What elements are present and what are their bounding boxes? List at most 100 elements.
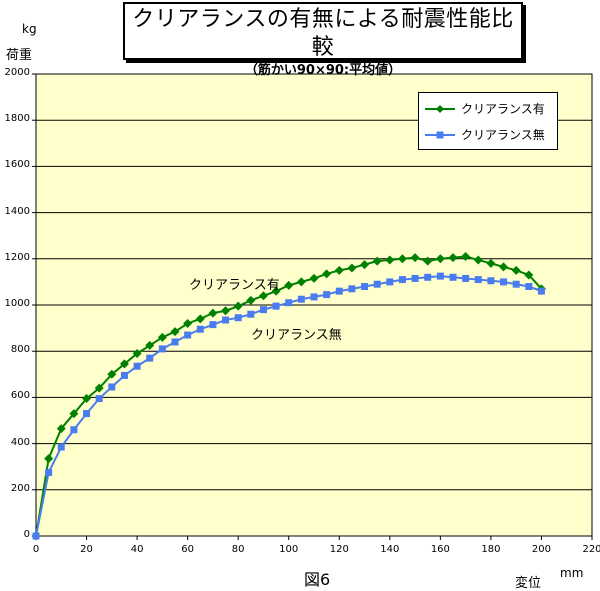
data-point-square <box>335 287 343 295</box>
data-point-square <box>171 338 179 346</box>
annotation-without-clearance: クリアランス無 <box>251 328 342 343</box>
data-point-square <box>158 345 166 353</box>
data-point-square <box>133 362 141 370</box>
data-point-diamond <box>322 269 332 279</box>
data-point-diamond <box>360 260 370 270</box>
data-point-diamond <box>309 273 319 283</box>
data-point-diamond <box>486 258 496 268</box>
legend-label-without-clearance: クリアランス無 <box>461 128 545 142</box>
data-point-diamond <box>157 332 167 342</box>
data-point-diamond <box>284 280 294 290</box>
data-point-diamond <box>208 308 218 318</box>
y-tick-label: 1000 <box>4 298 30 309</box>
data-point-diamond <box>170 327 180 337</box>
chart-subtitle: （筋かい90×90:平均値） <box>244 63 402 78</box>
data-point-diamond <box>435 254 445 264</box>
data-point-square <box>222 316 230 324</box>
x-tick-label: 60 <box>181 544 194 555</box>
data-point-diamond <box>423 256 433 266</box>
data-point-diamond <box>69 409 79 419</box>
y-tick-label: 400 <box>10 436 30 448</box>
data-point-square <box>209 321 217 329</box>
data-point-diamond <box>94 383 104 393</box>
data-point-square <box>70 426 78 434</box>
y-tick-label: 1400 <box>4 205 30 217</box>
data-point-square <box>398 276 406 284</box>
data-point-square <box>146 354 154 362</box>
legend-label-with-clearance: クリアランス有 <box>461 102 545 116</box>
data-point-diamond <box>195 314 205 324</box>
data-point-diamond <box>258 291 268 301</box>
data-point-square <box>95 395 103 403</box>
y-tick-label: 1800 <box>4 113 30 125</box>
data-point-square <box>525 283 533 291</box>
x-tick-label: 160 <box>430 544 450 555</box>
x-tick-label: 220 <box>582 544 600 555</box>
legend: クリアランス有 クリアランス無 <box>418 92 558 150</box>
x-unit-label: mm <box>560 566 584 580</box>
data-point-square <box>386 278 394 286</box>
data-point-diamond <box>132 349 142 359</box>
data-point-diamond <box>448 253 458 263</box>
x-tick-label: 140 <box>380 544 400 555</box>
data-point-square <box>196 325 204 333</box>
data-point-diamond <box>233 301 243 311</box>
data-point-square <box>184 331 192 339</box>
data-point-diamond <box>410 253 420 263</box>
legend-swatch-green <box>425 105 455 113</box>
data-point-square <box>500 278 508 286</box>
data-point-square <box>323 291 331 299</box>
chart-title: クリアランスの有無による耐震性能比較 <box>132 7 514 60</box>
y-tick-label: 1600 <box>4 159 30 171</box>
data-point-diamond <box>372 256 382 266</box>
data-point-square <box>57 443 65 451</box>
y-tick-label: 1200 <box>4 251 30 263</box>
x-tick-label: 40 <box>130 544 144 555</box>
x-tick-label: 100 <box>279 544 299 555</box>
data-point-square <box>285 299 293 307</box>
y-tick-label: 200 <box>10 482 30 494</box>
x-tick-label: 200 <box>531 544 551 555</box>
data-point-square <box>411 274 419 282</box>
data-point-diamond <box>511 265 521 275</box>
data-point-square <box>272 302 280 310</box>
data-point-diamond <box>347 263 357 273</box>
data-point-diamond <box>397 254 407 264</box>
y-unit-label: kg <box>22 22 37 36</box>
y-tick-label: 800 <box>10 344 30 356</box>
data-point-square <box>512 280 520 288</box>
x-tick-label: 80 <box>231 544 245 555</box>
data-point-diamond <box>246 295 256 305</box>
data-point-square <box>120 371 128 379</box>
data-point-diamond <box>82 394 92 404</box>
data-point-diamond <box>461 251 471 261</box>
data-point-diamond <box>473 255 483 265</box>
legend-item-with-clearance: クリアランス有 <box>425 101 545 117</box>
data-point-diamond <box>296 277 306 287</box>
figure-caption: 図6 <box>304 570 331 589</box>
data-point-diamond <box>334 265 344 275</box>
y-tick-label: 2000 <box>4 67 30 78</box>
data-point-square <box>487 277 495 285</box>
x-axis-label: 変位 <box>515 576 542 591</box>
data-point-square <box>247 310 255 318</box>
data-point-square <box>361 283 369 291</box>
y-tick-label: 0 <box>23 529 30 540</box>
data-point-square <box>474 276 482 284</box>
series-markers <box>31 251 546 541</box>
data-point-square <box>462 274 470 282</box>
data-point-diamond <box>183 318 193 328</box>
data-point-square <box>297 295 305 303</box>
data-point-diamond <box>221 306 231 316</box>
data-point-square <box>259 306 267 314</box>
chart-title-box: クリアランスの有無による耐震性能比較 （筋かい90×90:平均値） <box>123 2 523 78</box>
x-tick-label: 120 <box>329 544 349 555</box>
data-point-square <box>32 532 40 540</box>
legend-swatch-blue <box>425 131 455 139</box>
data-point-square <box>234 314 242 322</box>
data-point-square <box>348 285 356 293</box>
x-tick-label: 0 <box>32 544 40 555</box>
y-axis-label: 荷重 <box>6 48 33 63</box>
x-tick-label: 20 <box>80 544 93 555</box>
